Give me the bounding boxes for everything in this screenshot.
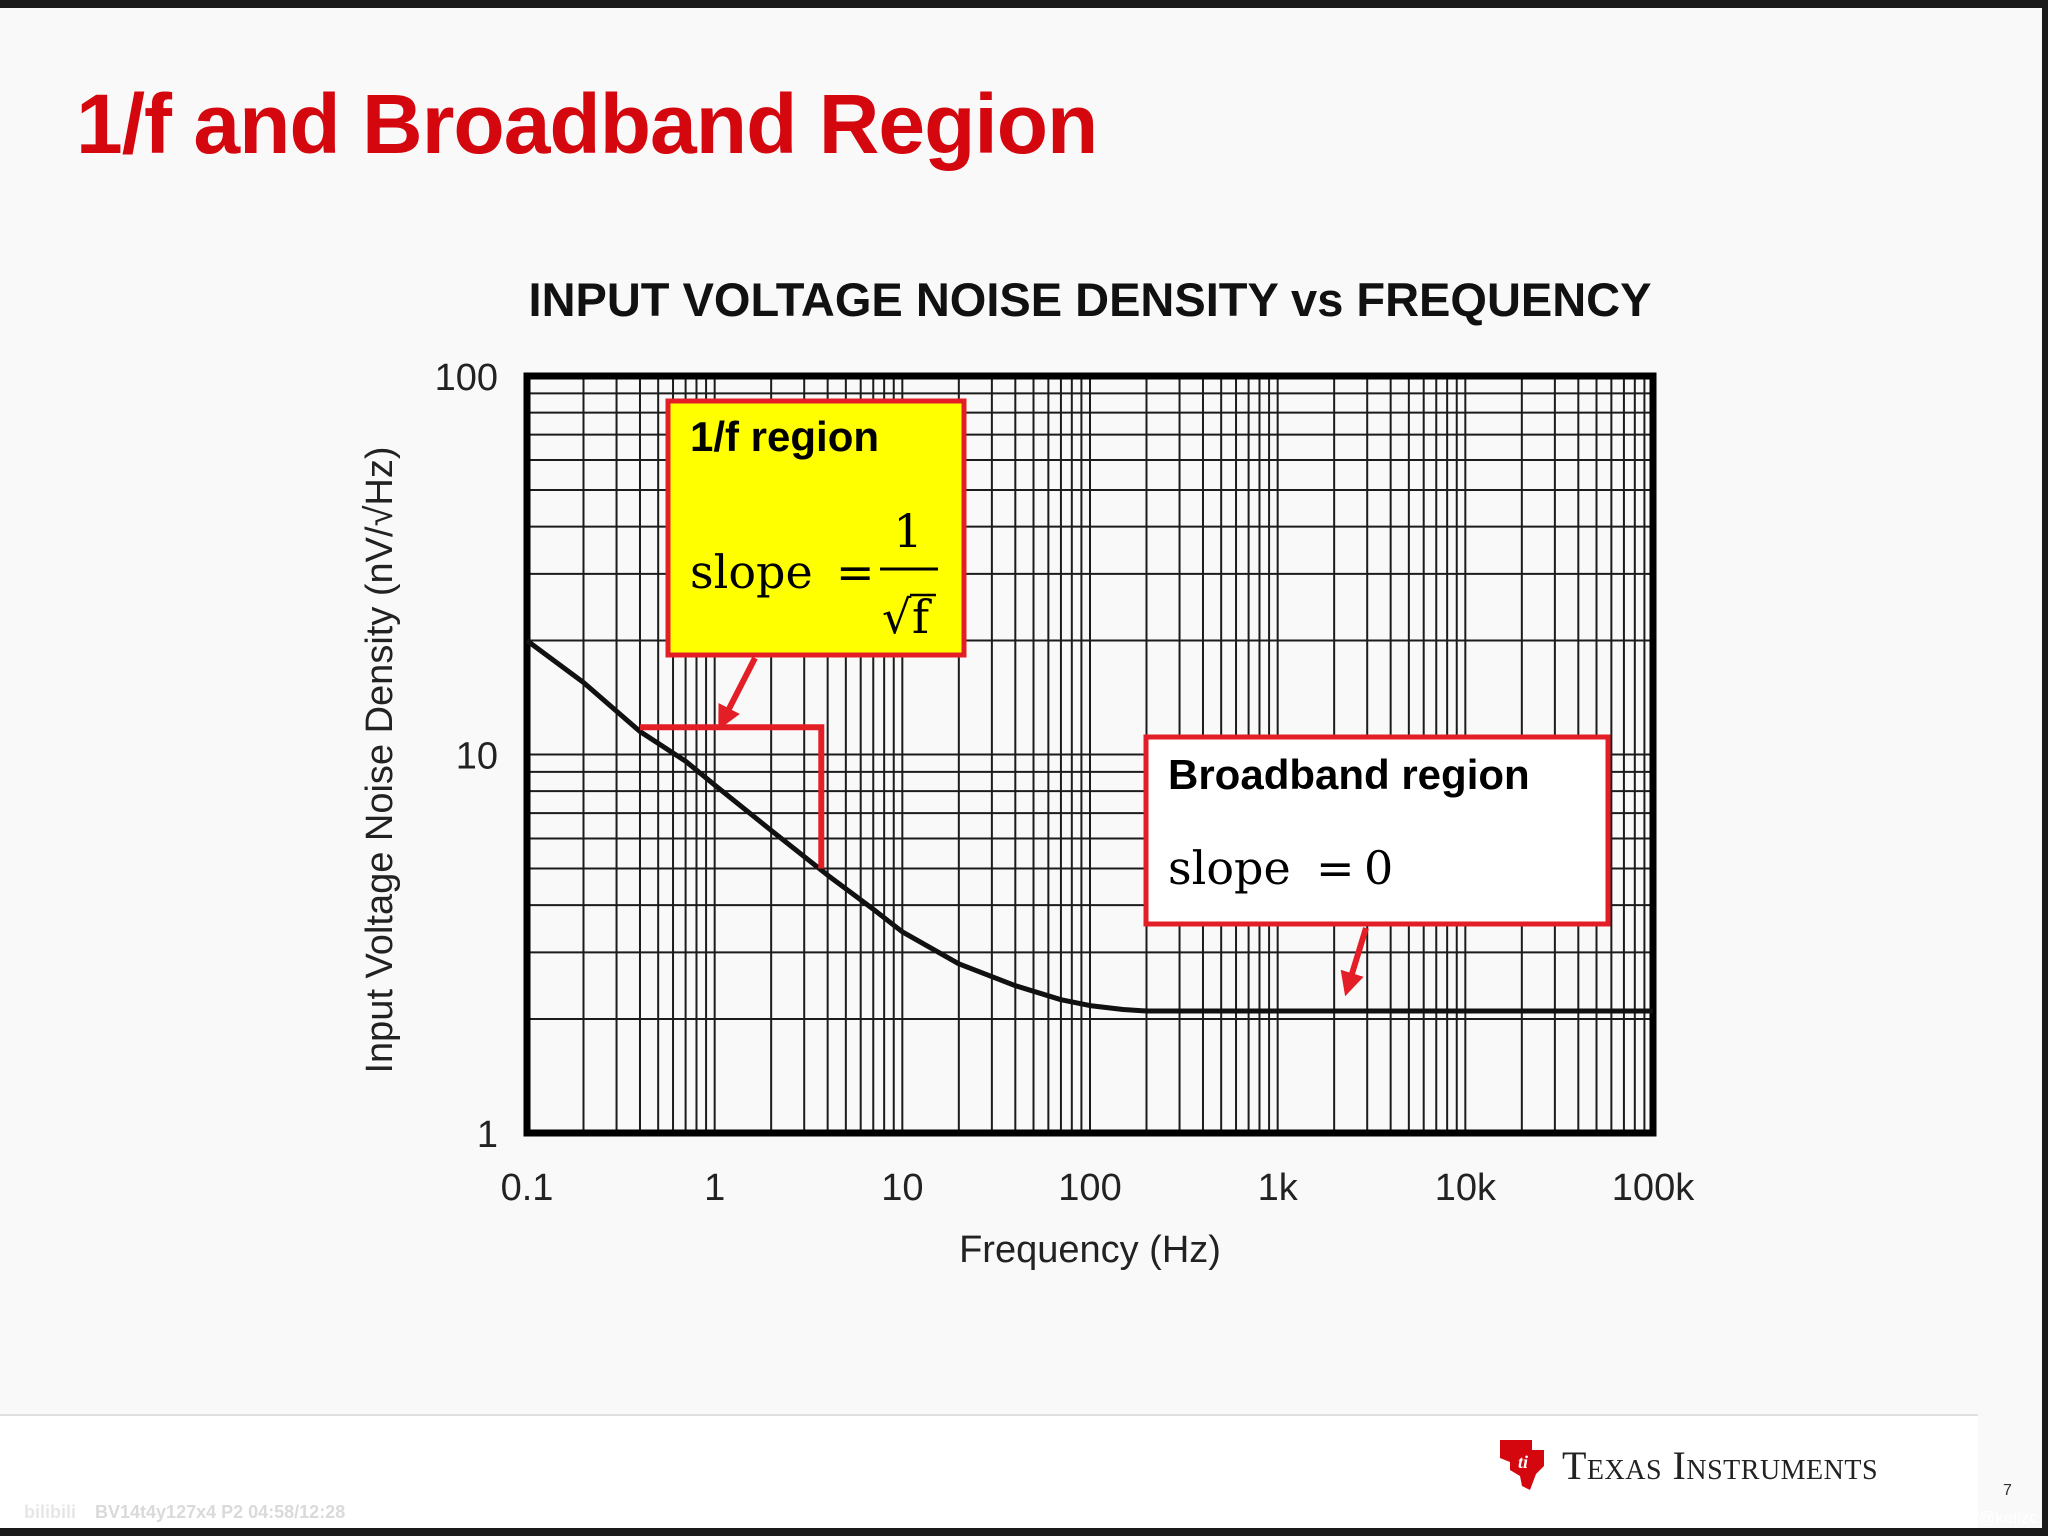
x-tick-label: 0.1 xyxy=(501,1167,554,1209)
video-logo: bilibili xyxy=(24,1502,76,1522)
ti-logo-icon: ti xyxy=(1500,1440,1544,1490)
slope-triangle xyxy=(639,724,825,869)
y-axis-label: Input Voltage Noise Density (nV/√Hz) xyxy=(359,446,401,1073)
one-over-f-slope-label: slope xyxy=(690,545,813,599)
brand-logo: ti Texas Instruments xyxy=(1492,1436,1878,1494)
broadband-equals: = xyxy=(1316,841,1355,895)
page-number: 7 xyxy=(2003,1482,2012,1499)
x-tick-label: 100 xyxy=(1058,1167,1121,1209)
svg-text:ti: ti xyxy=(1518,1452,1528,1472)
y-tick-label: 100 xyxy=(435,357,498,399)
broadband-arrow xyxy=(1340,927,1369,997)
slide: 1/f and Broadband Region INPUT VOLTAGE N… xyxy=(0,8,2042,1528)
one-over-f-radical: √ xyxy=(882,590,912,644)
x-tick-label: 1 xyxy=(704,1167,725,1209)
x-tick-label: 100k xyxy=(1612,1167,1695,1209)
one-over-f-numerator: 1 xyxy=(893,504,922,558)
chart-title: INPUT VOLTAGE NOISE DENSITY vs FREQUENCY xyxy=(529,273,1652,326)
one-over-f-heading: 1/f region xyxy=(690,413,879,460)
brand-name: Texas Instruments xyxy=(1562,1442,1879,1488)
broadband-callout xyxy=(1143,734,1611,927)
x-tick-label: 10k xyxy=(1435,1167,1497,1209)
x-tick-label: 10 xyxy=(881,1167,923,1209)
plot-frame xyxy=(523,372,1657,1137)
footer-bar xyxy=(0,1414,1978,1528)
noise-density-chart: INPUT VOLTAGE NOISE DENSITY vs FREQUENCY… xyxy=(359,273,1695,1271)
one-over-f-denominator: f xyxy=(912,590,932,644)
one-over-f-equals: = xyxy=(836,545,875,599)
video-timestamp: BV14t4y127x4 P2 04:58/12:28 xyxy=(95,1502,346,1522)
video-watermark: bilibili BV14t4y127x4 P2 04:58/12:28 xyxy=(24,1502,345,1523)
broadband-slope-value: 0 xyxy=(1364,841,1393,895)
broadband-heading: Broadband region xyxy=(1168,751,1530,798)
broadband-slope-label: slope xyxy=(1168,841,1291,895)
slide-title: 1/f and Broadband Region xyxy=(76,77,1098,171)
x-axis-label: Frequency (Hz) xyxy=(959,1229,1221,1271)
one-over-f-callout xyxy=(665,398,967,658)
one-over-f-arrow xyxy=(718,656,758,730)
y-tick-label: 10 xyxy=(456,736,498,778)
x-tick-label: 1k xyxy=(1258,1167,1299,1209)
noise-curve xyxy=(525,638,1653,1014)
y-tick-label: 1 xyxy=(477,1114,498,1156)
csdn-watermark: CSDN @keilzc xyxy=(1925,1508,2038,1527)
